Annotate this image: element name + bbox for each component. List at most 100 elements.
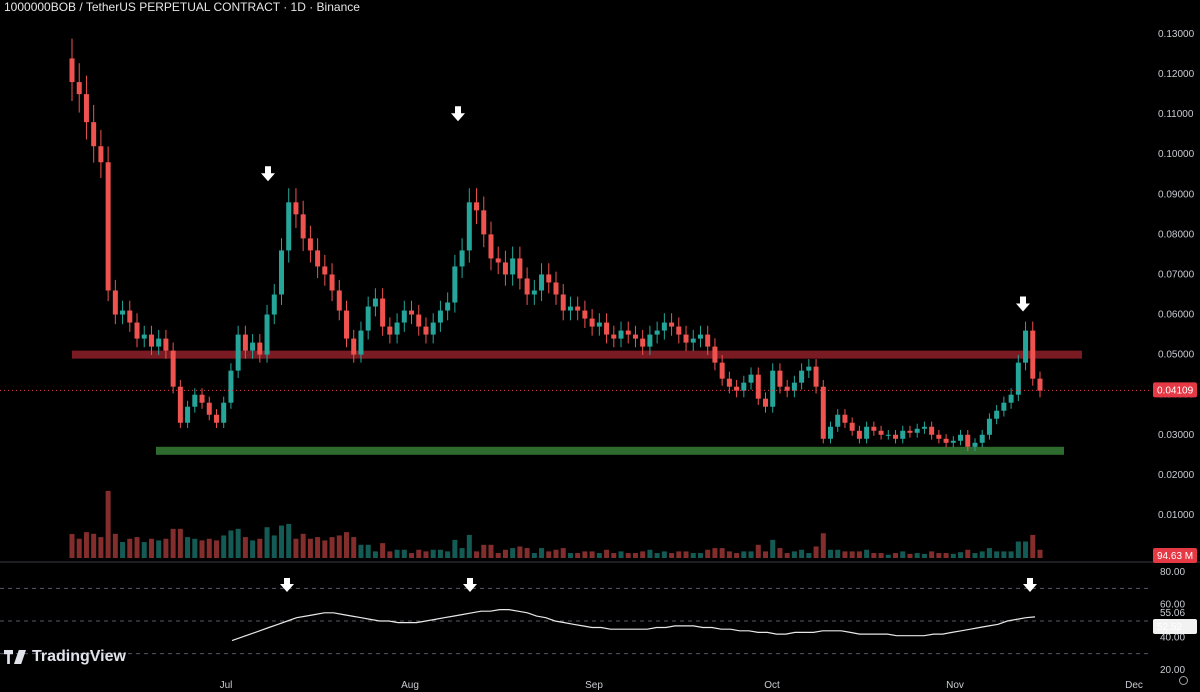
candle-body <box>192 394 198 407</box>
volume-bar <box>900 551 906 558</box>
candle-body <box>979 434 985 443</box>
volume-bar <box>828 549 834 558</box>
volume-bar <box>669 553 675 558</box>
candle-body <box>770 370 776 407</box>
volume-bar <box>914 553 920 558</box>
volume-bar <box>683 551 689 558</box>
candle-body <box>647 334 653 347</box>
candle-body <box>235 334 241 371</box>
candle-body <box>734 386 740 391</box>
volume-bar <box>741 551 747 558</box>
volume-bar <box>936 553 942 558</box>
candle-body <box>156 338 162 347</box>
volume-bar <box>185 537 191 558</box>
volume-bar <box>697 553 703 558</box>
volume-bar <box>524 548 530 558</box>
candle-body <box>510 258 516 275</box>
volume-bar <box>235 528 241 558</box>
price-tick-label: 0.06000 <box>1158 310 1195 321</box>
volume-bar <box>531 553 537 558</box>
price-badge <box>1153 548 1197 563</box>
volume-bar <box>437 549 443 558</box>
candle-body <box>199 394 205 403</box>
price-badge <box>1153 619 1197 634</box>
candle-body <box>517 258 523 279</box>
candle-body <box>315 250 321 267</box>
candle-body <box>849 422 855 431</box>
rsi-tick-label: 60.00 <box>1160 600 1185 611</box>
candle-body <box>430 322 436 335</box>
candle-body <box>148 334 154 347</box>
price-tick-label: 0.05000 <box>1158 350 1195 361</box>
candle-body <box>705 334 711 347</box>
candle-body <box>531 290 537 295</box>
price-tick-label: 0.09000 <box>1158 189 1195 200</box>
volume-bar <box>712 548 718 558</box>
volume-bar <box>582 551 588 558</box>
volume-bar <box>546 551 552 558</box>
volume-bar <box>878 553 884 558</box>
rsi-tick-label: 80.00 <box>1160 567 1185 578</box>
price-tick-label: 0.08000 <box>1158 229 1195 240</box>
volume-bar <box>921 553 927 558</box>
volume-bar <box>654 553 660 558</box>
candle-body <box>575 306 581 311</box>
candle-body <box>741 382 747 391</box>
volume-bar <box>799 549 805 558</box>
candle-body <box>401 310 407 323</box>
rsi-down-arrow-marker <box>1023 578 1037 592</box>
volume-bar <box>250 540 256 558</box>
volume-bar <box>156 540 162 558</box>
candle-body <box>466 202 472 251</box>
down-arrow-marker <box>451 106 465 122</box>
candle-body <box>972 442 978 447</box>
candle-body <box>791 382 797 391</box>
time-tick-label: Dec <box>1125 680 1143 691</box>
candle-body <box>120 310 126 315</box>
volume-bar <box>726 551 732 558</box>
volume-bar <box>134 537 140 558</box>
candle-body <box>329 274 335 291</box>
volume-bar <box>286 523 292 558</box>
volume-bar <box>228 530 234 558</box>
candle-body <box>380 298 386 327</box>
volume-bar <box>770 539 776 558</box>
price-axis[interactable]: 0.13000 0.12000 0.11000 0.10000 0.09000 0.080… <box>1158 29 1195 521</box>
candle-body <box>835 414 841 427</box>
candle-body <box>206 402 212 415</box>
candle-body <box>640 338 646 347</box>
candle-body <box>423 326 429 335</box>
volume-bar <box>690 553 696 558</box>
candle-body <box>141 334 147 339</box>
volume-bar <box>423 551 429 558</box>
volume-bar <box>994 551 1000 558</box>
volume-bar <box>1001 551 1007 558</box>
candle-body <box>336 290 342 311</box>
candle-body <box>83 94 89 123</box>
volume-bar <box>560 548 566 558</box>
candle-body <box>943 438 949 443</box>
volume-bar <box>950 553 956 558</box>
candle-body <box>1037 378 1043 391</box>
volume-bar <box>206 538 212 558</box>
settings-icon[interactable] <box>1179 676 1188 685</box>
candle-body <box>936 434 942 439</box>
volume-bar <box>1015 541 1021 558</box>
volume-bar <box>517 546 523 558</box>
volume-bar <box>625 553 631 558</box>
candle-body <box>690 338 696 343</box>
candle-body <box>965 434 971 447</box>
volume-bar <box>661 551 667 558</box>
volume-bar <box>502 549 508 558</box>
support-zone <box>156 446 1064 455</box>
volume-bar <box>221 535 227 558</box>
volume-bar <box>604 549 610 558</box>
volume-bar <box>112 533 118 558</box>
volume-bar <box>372 551 378 558</box>
volume-bar <box>344 532 350 558</box>
volume-bar <box>1030 534 1036 558</box>
volume-bar <box>264 527 270 558</box>
candle-body <box>170 350 176 387</box>
time-axis[interactable]: Jul Aug Sep Oct Nov Dec <box>220 680 1143 691</box>
